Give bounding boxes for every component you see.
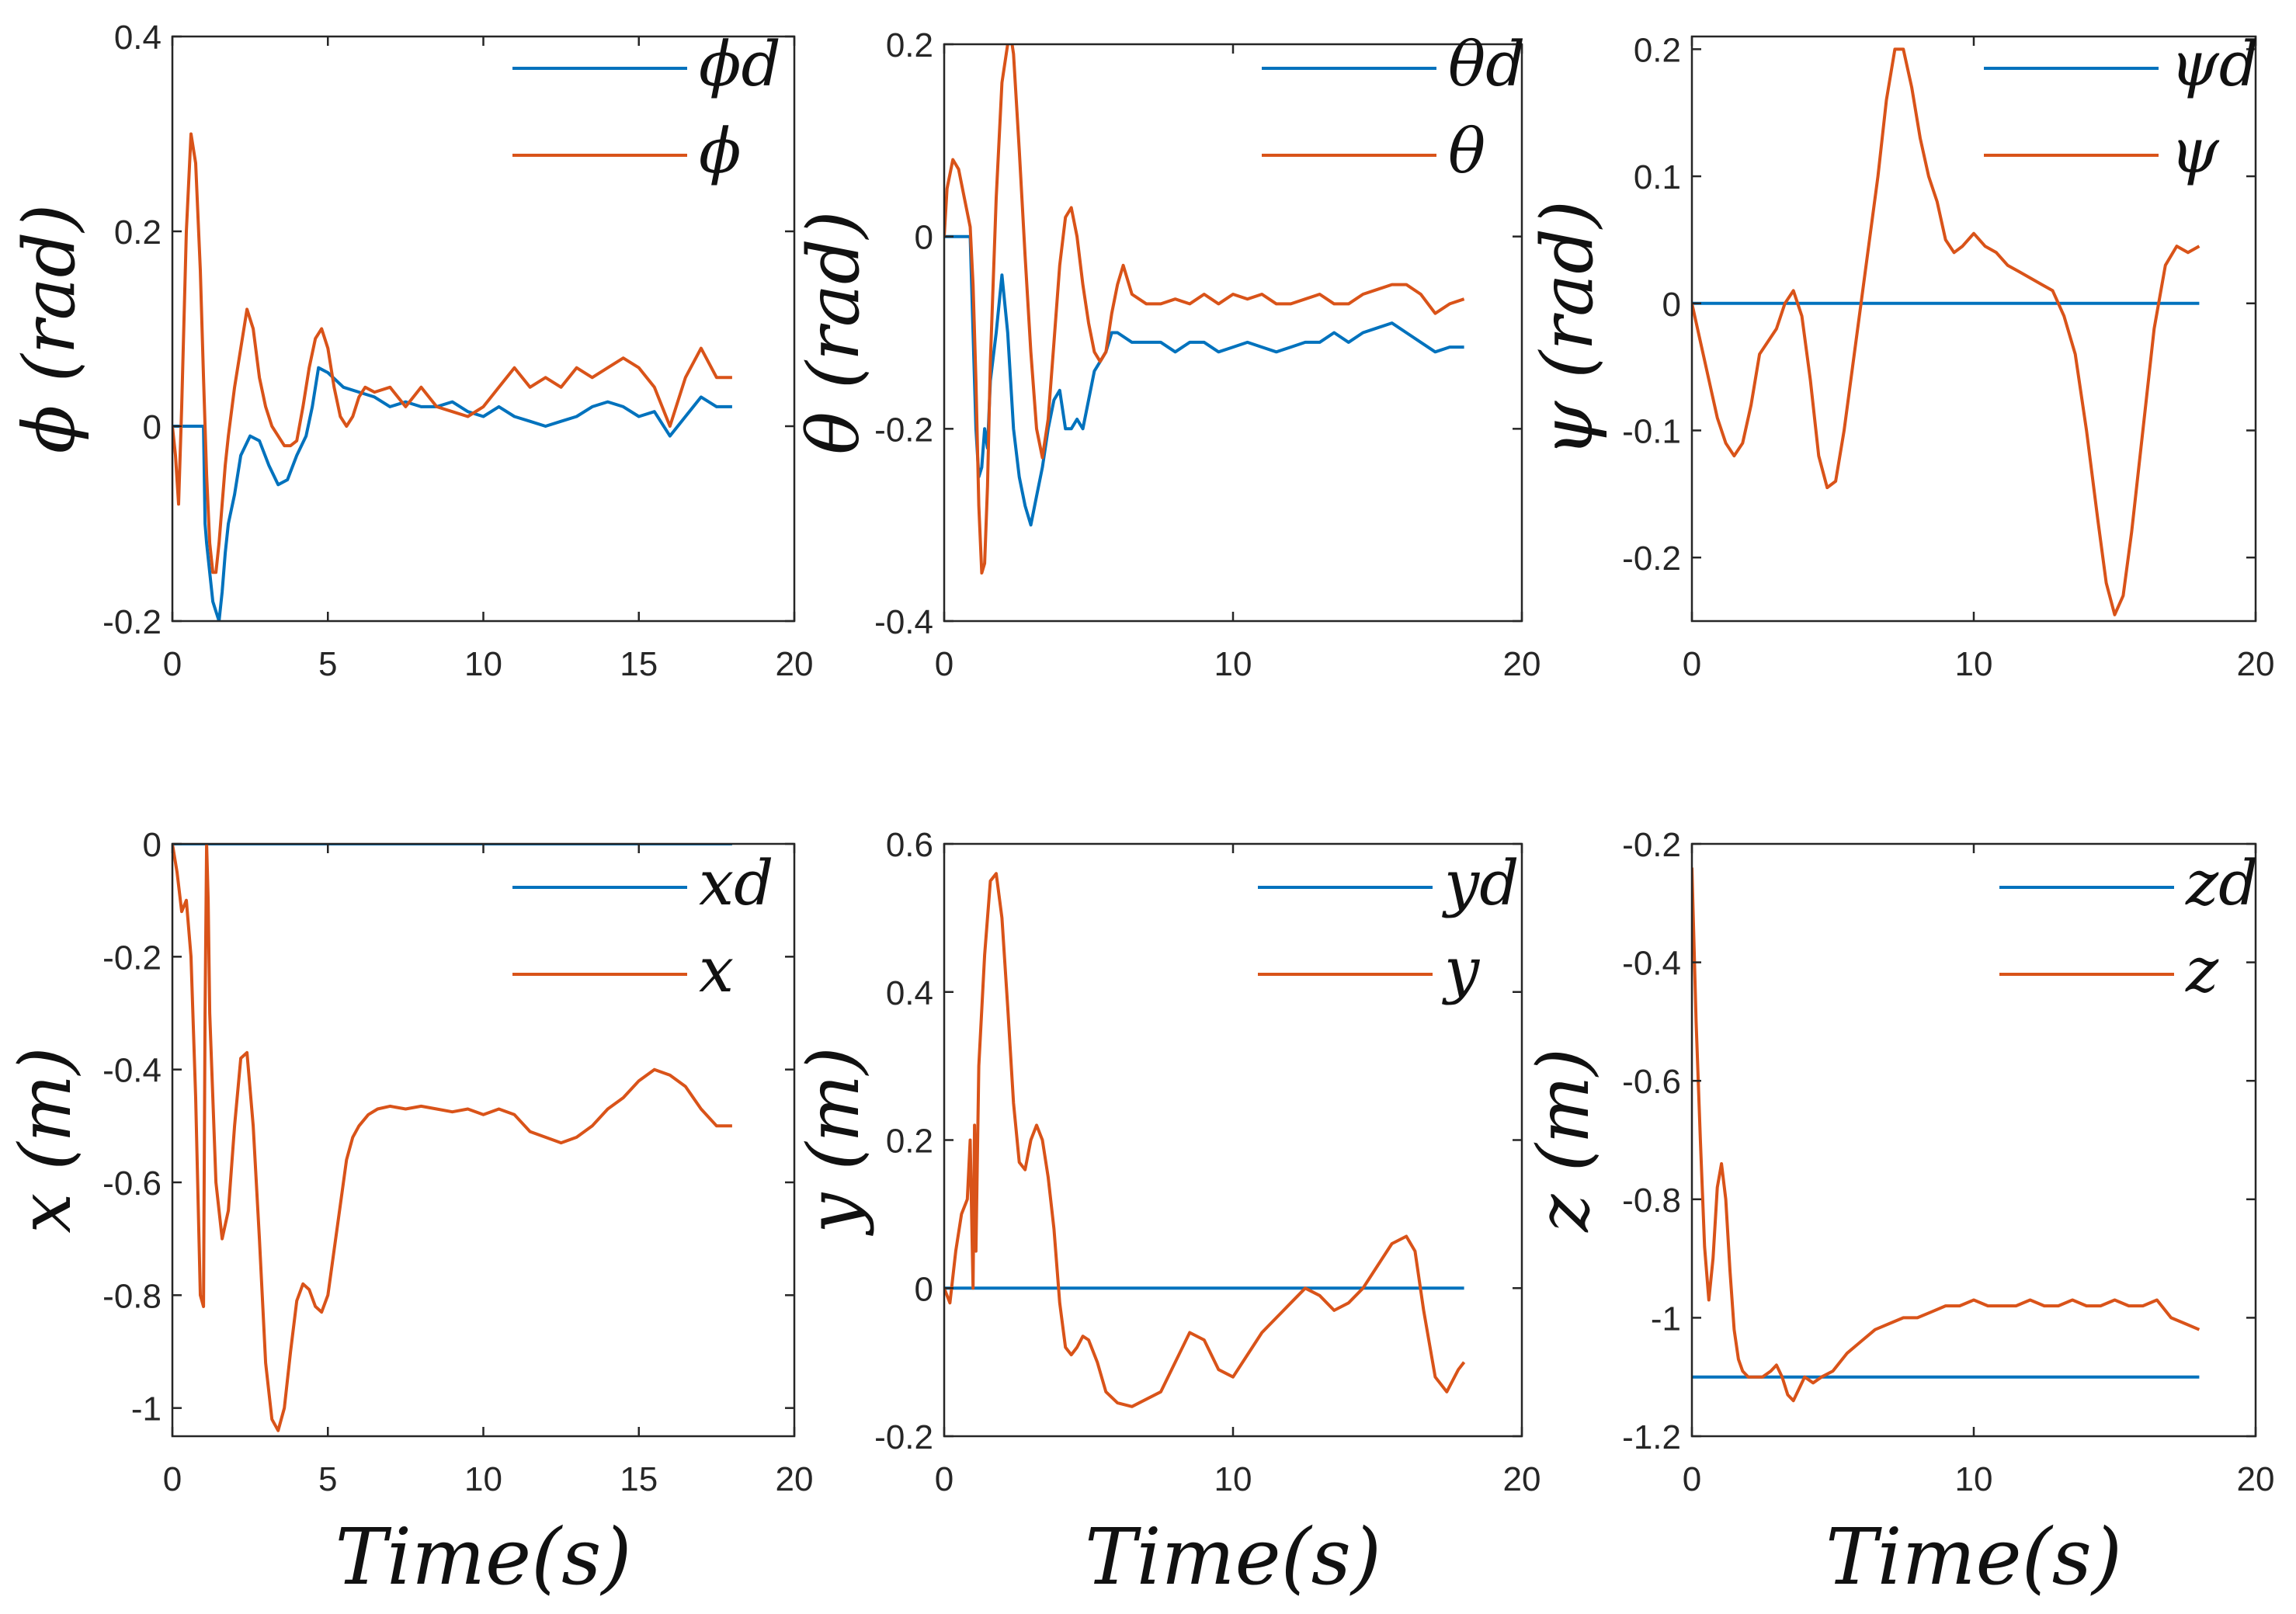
y-axis-label: z (m) bbox=[1522, 1048, 1605, 1233]
x-tick-label: 0 bbox=[935, 645, 953, 683]
plot-area bbox=[1692, 867, 2200, 1403]
y-tick-label: 0.1 bbox=[1634, 158, 1681, 196]
legend-entry: ϕd bbox=[699, 28, 781, 100]
x-tick-label: 5 bbox=[318, 645, 337, 683]
legend-entry: x bbox=[699, 934, 734, 1006]
y-tick-label: -0.2 bbox=[1622, 826, 1681, 864]
legend-entry: y bbox=[1442, 934, 1481, 1006]
x-tick-label: 0 bbox=[1683, 1460, 1701, 1498]
legend-entry: xd bbox=[699, 847, 773, 919]
chart-panel-6: 0 10 20 -1.2 -1 -0.8 -0.6 -0.4 -0.2 z (m) Time(s) z… bbox=[1522, 826, 2274, 1602]
y-tick-label: -1 bbox=[131, 1390, 162, 1428]
y-tick-label: -0.4 bbox=[1622, 945, 1681, 983]
y-axis-label: x (m) bbox=[4, 1046, 87, 1233]
x-tick-label: 0 bbox=[163, 1460, 182, 1498]
series-line-actual bbox=[172, 132, 732, 574]
plot-area bbox=[944, 872, 1466, 1408]
y-axis-label: y (m) bbox=[792, 1046, 875, 1236]
x-tick-label: 20 bbox=[776, 645, 814, 683]
y-tick-label: -1.2 bbox=[1622, 1418, 1681, 1456]
legend-entry: θd bbox=[1448, 28, 1525, 100]
y-axis-label: θ (rad) bbox=[792, 210, 875, 454]
y-tick-label: -0.2 bbox=[874, 411, 933, 449]
y-tick-label: 0 bbox=[143, 408, 162, 446]
y-axis-label: ϕ (rad) bbox=[8, 204, 91, 453]
chart-panel-3: 0 10 20 -0.2 -0.1 0 0.1 0.2 ψ (rad) ψd ψ bbox=[1526, 28, 2274, 683]
plot-area bbox=[172, 132, 732, 621]
x-tick-label: 20 bbox=[1503, 645, 1541, 683]
x-tick-label: 5 bbox=[318, 1460, 337, 1498]
y-tick-label: 0.2 bbox=[114, 213, 162, 252]
x-axis-label: Time(s) bbox=[335, 1512, 631, 1602]
y-tick-label: -0.6 bbox=[102, 1165, 162, 1203]
legend-entry: θ bbox=[1448, 115, 1485, 187]
series-line-actual bbox=[944, 44, 1465, 575]
x-tick-label: 15 bbox=[620, 645, 658, 683]
series-line-actual bbox=[1692, 867, 2200, 1403]
x-tick-label: 20 bbox=[1503, 1460, 1541, 1498]
legend-entry: z bbox=[2185, 934, 2219, 1006]
y-tick-label: -0.6 bbox=[1622, 1063, 1681, 1101]
y-tick-label: 0.4 bbox=[886, 974, 933, 1012]
plot-area bbox=[172, 844, 732, 1432]
y-tick-label: -0.1 bbox=[1622, 412, 1681, 450]
x-tick-label: 10 bbox=[1214, 1460, 1252, 1498]
y-tick-label: 0.6 bbox=[886, 826, 933, 864]
x-tick-label: 10 bbox=[464, 1460, 502, 1498]
plot-area bbox=[944, 44, 1465, 575]
x-tick-label: 20 bbox=[2237, 1460, 2275, 1498]
y-tick-label: -0.2 bbox=[102, 603, 162, 641]
y-tick-label: 0.2 bbox=[1634, 31, 1681, 69]
y-tick-label: 0.4 bbox=[114, 19, 162, 57]
series-line-desired bbox=[172, 366, 732, 621]
legend-entry: yd bbox=[1442, 847, 1519, 919]
y-tick-label: -0.2 bbox=[102, 939, 162, 977]
y-tick-label: -0.8 bbox=[102, 1277, 162, 1315]
y-tick-label: 0 bbox=[915, 219, 933, 257]
chart-panel-4: 0 5 10 15 20 -1 -0.8 -0.6 -0.4 -0.2 0 x (m) Time(s) x… bbox=[4, 826, 813, 1602]
y-tick-label: 0.2 bbox=[886, 26, 933, 64]
x-tick-label: 10 bbox=[464, 645, 502, 683]
y-tick-label: -0.2 bbox=[1622, 540, 1681, 578]
x-axis-label: Time(s) bbox=[1825, 1512, 2122, 1602]
x-tick-label: 0 bbox=[935, 1460, 953, 1498]
x-axis-label: Time(s) bbox=[1085, 1512, 1381, 1602]
y-tick-label: 0 bbox=[915, 1270, 933, 1308]
series-line-actual bbox=[172, 844, 732, 1432]
y-tick-label: -0.4 bbox=[874, 603, 933, 641]
series-line-actual bbox=[1692, 47, 2200, 616]
y-axis-label: ψ (rad) bbox=[1526, 200, 1609, 457]
y-tick-label: -0.4 bbox=[102, 1052, 162, 1090]
y-tick-label: -0.8 bbox=[1622, 1182, 1681, 1220]
y-tick-label: 0.2 bbox=[886, 1123, 933, 1161]
x-tick-label: 10 bbox=[1214, 645, 1252, 683]
y-tick-label: -0.2 bbox=[874, 1418, 933, 1456]
chart-panel-2: 0 10 20 -0.4 -0.2 0 0.2 θ (rad) θd θ bbox=[792, 26, 1541, 683]
x-tick-label: 10 bbox=[1955, 645, 1993, 683]
x-tick-label: 0 bbox=[163, 645, 182, 683]
legend-entry: ψ bbox=[2170, 115, 2220, 187]
chart-panel-1: 0 5 10 15 20-0.200.20.4ϕ (rad)ϕdϕ bbox=[8, 19, 813, 683]
x-tick-label: 20 bbox=[2237, 645, 2275, 683]
x-tick-label: 20 bbox=[776, 1460, 814, 1498]
x-tick-label: 15 bbox=[620, 1460, 658, 1498]
series-line-actual bbox=[944, 872, 1466, 1408]
y-tick-label: 0 bbox=[143, 826, 162, 864]
x-tick-label: 0 bbox=[1683, 645, 1701, 683]
legend-entry: zd bbox=[2185, 847, 2258, 919]
plot-area bbox=[1692, 47, 2200, 616]
legend-entry: ϕ bbox=[699, 115, 742, 187]
y-tick-label: -1 bbox=[1651, 1300, 1681, 1338]
legend-entry: ψd bbox=[2170, 28, 2259, 100]
chart-panel-5: 0 10 20-0.200.20.40.6y (m)Time(s)ydy bbox=[792, 826, 1541, 1602]
y-tick-label: 0 bbox=[1662, 286, 1681, 324]
x-tick-label: 10 bbox=[1955, 1460, 1993, 1498]
